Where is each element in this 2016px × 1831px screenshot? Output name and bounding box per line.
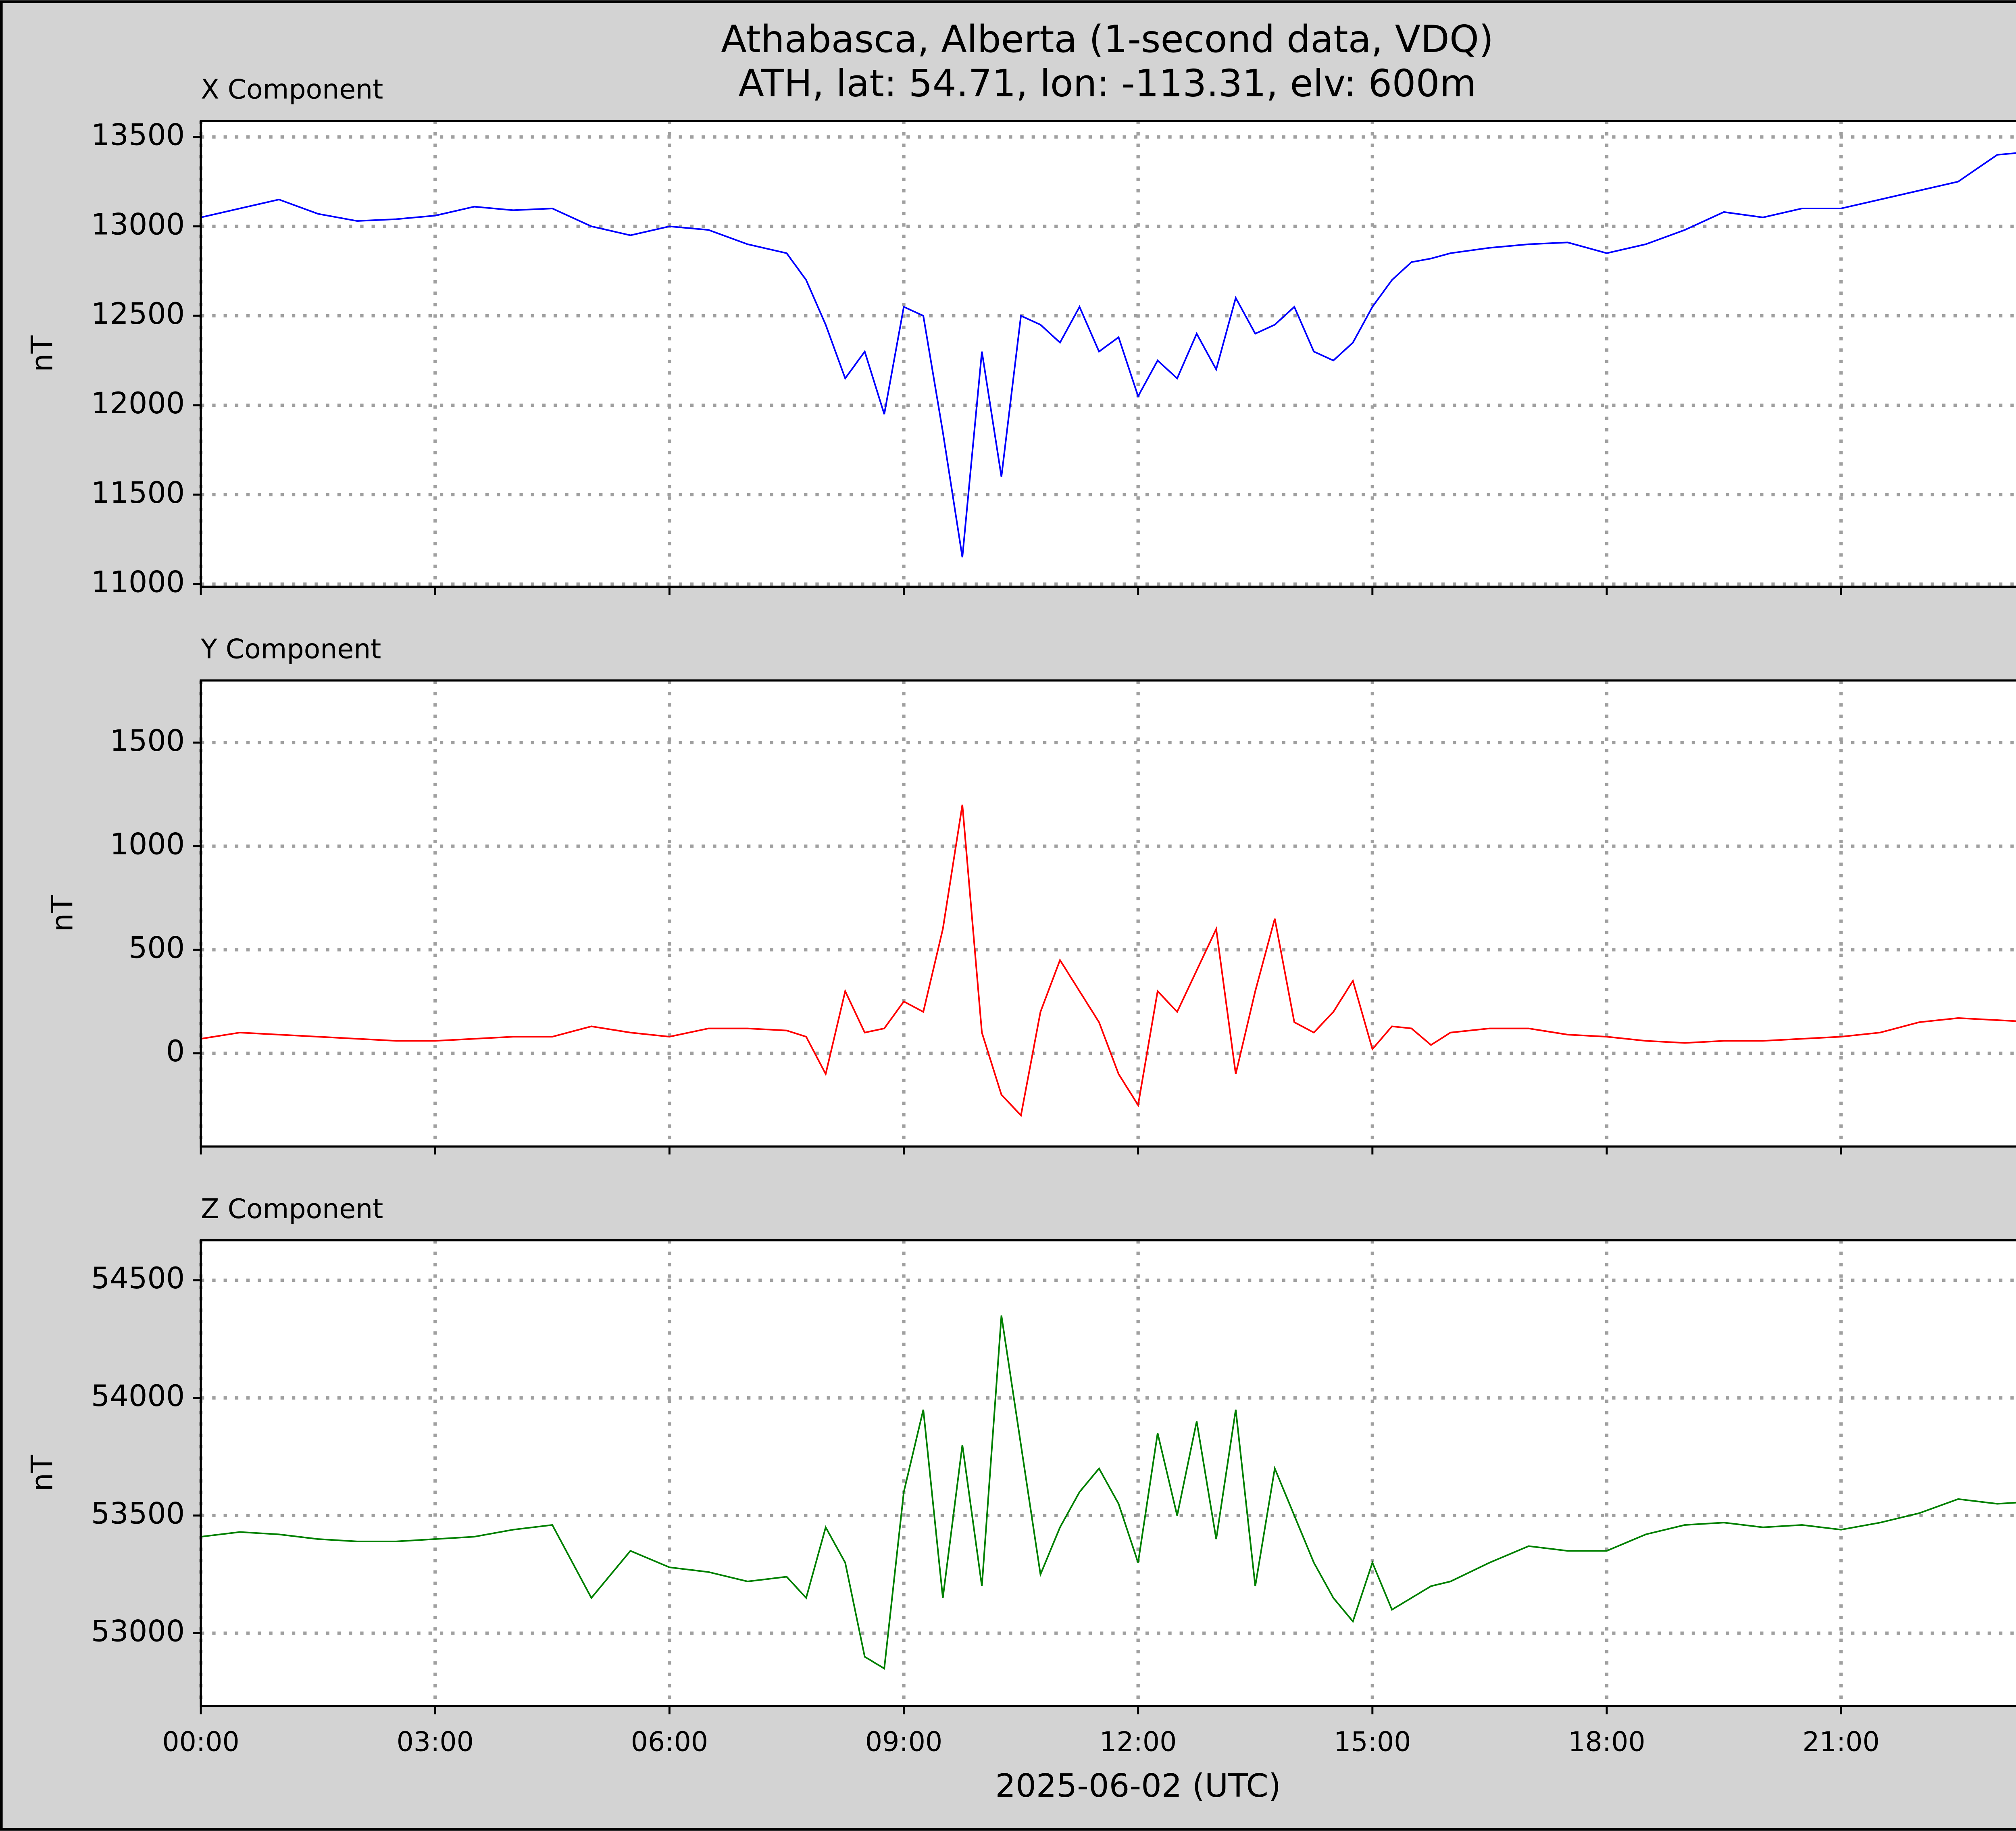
plot-frame bbox=[200, 119, 2016, 588]
figure-title: Athabasca, Alberta (1-second data, VDQ) bbox=[721, 17, 1493, 61]
y-tick-label: 0 bbox=[166, 1034, 185, 1069]
y-tick-label: 12500 bbox=[91, 297, 185, 331]
panel-title: Z Component bbox=[201, 1193, 383, 1225]
y-tick-label: 500 bbox=[129, 931, 185, 965]
x-tick-label: 12:00 bbox=[1100, 1726, 1177, 1757]
y-tick-label: 1500 bbox=[110, 724, 185, 758]
y-tick-label: 53500 bbox=[91, 1497, 185, 1531]
y-tick-label: 12000 bbox=[91, 386, 185, 421]
y-tick-label: 13500 bbox=[91, 118, 185, 152]
x-tick-label: 18:00 bbox=[1568, 1726, 1645, 1757]
figure-subtitle: ATH, lat: 54.71, lon: -113.31, elv: 600m bbox=[738, 62, 1476, 105]
data-line bbox=[200, 152, 2016, 558]
x-tick-label: 09:00 bbox=[865, 1726, 942, 1757]
y-axis-label: nT bbox=[45, 895, 79, 932]
data-line bbox=[200, 1315, 2016, 1670]
data-line bbox=[200, 804, 2016, 1117]
y-axis-label: nT bbox=[25, 335, 60, 372]
y-tick-label: 53000 bbox=[91, 1614, 185, 1649]
x-tick-label: 00:00 bbox=[162, 1726, 239, 1757]
x-tick-label: 03:00 bbox=[397, 1726, 474, 1757]
x-tick-label: 21:00 bbox=[1802, 1726, 1879, 1757]
plot-area bbox=[201, 680, 2016, 1147]
y-tick-label: 11000 bbox=[91, 565, 185, 600]
y-tick-label: 54000 bbox=[91, 1379, 185, 1413]
x-tick-label: 06:00 bbox=[631, 1726, 708, 1757]
y-tick-label: 11500 bbox=[91, 476, 185, 510]
y-axis-label: nT bbox=[25, 1455, 60, 1491]
plot-area bbox=[201, 121, 2016, 587]
plot-area bbox=[201, 1240, 2016, 1706]
plot-frame bbox=[200, 679, 2016, 1148]
y-tick-label: 13000 bbox=[91, 207, 185, 242]
y-tick-label: 1000 bbox=[110, 827, 185, 862]
y-tick-label: 54500 bbox=[91, 1261, 185, 1296]
x-tick-label: 15:00 bbox=[1334, 1726, 1411, 1757]
panel-title: Y Component bbox=[200, 633, 381, 665]
panel-title: X Component bbox=[201, 74, 383, 105]
x-axis-label: 2025-06-02 (UTC) bbox=[995, 1767, 1281, 1804]
plot-frame bbox=[200, 1239, 2016, 1708]
